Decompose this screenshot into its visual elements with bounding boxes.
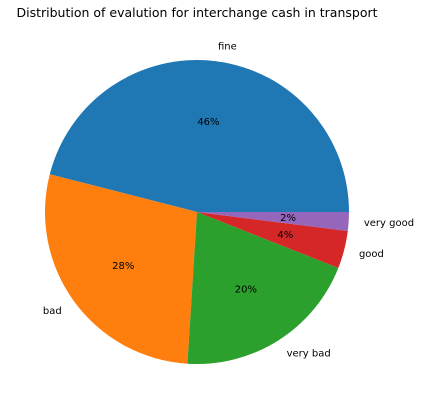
chart-title: Distribution of evalution for interchang…: [16, 5, 377, 20]
pie-slice-bad: [44, 174, 197, 364]
slice-percent-very-bad: 20%: [235, 285, 257, 296]
slice-label-very-bad: very bad: [287, 349, 331, 360]
pie-slices: [44, 59, 349, 364]
slice-label-fine: fine: [218, 42, 237, 53]
slice-percent-bad: 28%: [112, 261, 134, 272]
slice-percent-fine: 46%: [197, 117, 219, 128]
slice-label-bad: bad: [43, 306, 62, 317]
pie-slice-very-bad: [187, 212, 339, 364]
pie-slice-fine: [49, 59, 349, 212]
slice-percent-good: 4%: [277, 230, 293, 241]
pie-slice-very-good: [197, 212, 349, 232]
slice-percent-very-good: 2%: [280, 213, 296, 224]
pie-labels: fine 46% bad 28% very bad 20% good 4% very good 2…: [43, 42, 414, 360]
slice-label-good: good: [359, 249, 384, 260]
pie-slice-good: [197, 212, 348, 268]
slice-label-very-good: very good: [364, 218, 414, 229]
